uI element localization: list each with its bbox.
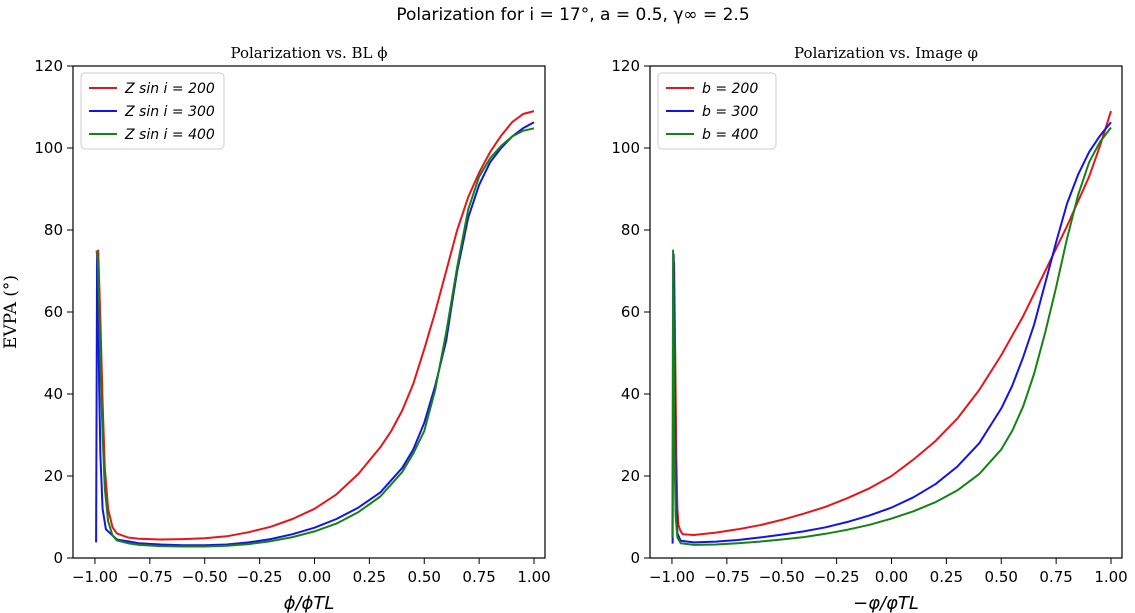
x-tick-label: 1.00 [517,568,550,586]
x-tick-label: 1.00 [1094,568,1127,586]
x-tick-label: −0.75 [704,568,750,586]
legend-box [80,72,225,150]
y-tick-label: 40 [44,385,63,403]
x-axis-label: −φ/φTL [853,593,919,613]
panel-title: Polarization vs. BL ϕ [230,44,387,62]
y-tick-label: 100 [611,139,640,157]
series-line-green [95,127,535,548]
y-tick-label: 20 [44,467,63,485]
legend-box [657,72,777,150]
x-tick-label: 0.25 [353,568,386,586]
legend-label: Z sin i = 200 [124,81,215,97]
y-tick-label: 0 [53,549,63,567]
y-tick-label: 100 [34,139,63,157]
legend-label: Z sin i = 300 [124,104,215,120]
x-tick-label: −0.25 [814,568,860,586]
panel-left: Polarization vs. BL ϕ −1.00 −0.75 −0.50 −0.2… [1,44,551,613]
x-tick-label: −0.25 [237,568,283,586]
x-tick-label: 0.25 [930,568,963,586]
panel-right: Polarization vs. Image φ−1.00 −0.75 −0.50−… [611,44,1127,613]
y-tick-label: 20 [621,467,640,485]
y-tick-label: 0 [630,549,640,567]
y-tick-label: 120 [34,57,63,75]
x-tick-label: −0.50 [182,568,228,586]
legend-label: Z sin i = 400 [124,127,215,143]
legend-label: b = 400 [702,127,758,143]
x-tick-label: −1.00 [72,568,118,586]
x-tick-label: 0.50 [985,568,1018,586]
x-tick-label: −0.50 [759,568,805,586]
series-line-blue [671,121,1112,544]
series-line-red [672,110,1112,536]
x-tick-label: 0.75 [462,568,495,586]
y-tick-label: 60 [621,303,640,321]
legend-label: b = 300 [702,104,758,120]
series-line-green [671,126,1112,546]
y-tick-label: 80 [621,221,640,239]
y-tick-label: 60 [44,303,63,321]
panel-title: Polarization vs. Image φ [794,44,978,62]
x-tick-label: −1.00 [649,568,695,586]
legend-label: b = 200 [702,81,758,97]
figure-title: Polarization for i = 17°, a = 0.5, γ∞ = … [396,5,749,25]
x-tick-label: 0.00 [298,568,331,586]
x-axis-label: ϕ/ϕTL [284,593,335,613]
y-axis-label: EVPA (°) [1,275,21,349]
y-tick-label: 40 [621,385,640,403]
series-line-blue [95,121,535,547]
x-tick-label: 0.75 [1039,568,1072,586]
y-tick-label: 80 [44,221,63,239]
series-line-red [96,110,535,541]
x-tick-label: −0.75 [127,568,173,586]
x-tick-label: 0.50 [408,568,441,586]
x-tick-label: 0.00 [875,568,908,586]
y-tick-label: 120 [611,57,640,75]
